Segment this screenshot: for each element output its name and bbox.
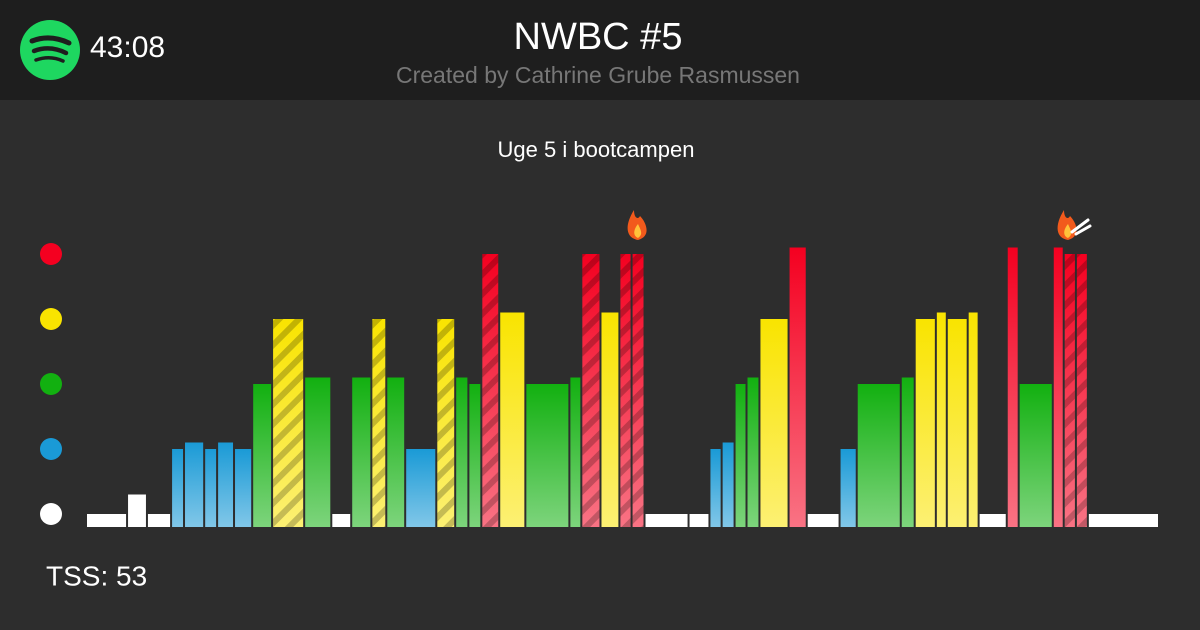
subtitle: Created by Cathrine Grube Rasmussen: [396, 62, 800, 88]
interval-bar: [1053, 247, 1063, 527]
interval-stripes: [1076, 254, 1087, 527]
interval-bar: [979, 514, 1006, 527]
interval-stripes: [632, 254, 644, 527]
interval-bar: [253, 384, 272, 527]
zone-dot: [40, 373, 62, 395]
interval-stripes: [582, 254, 600, 527]
interval-bar: [235, 449, 252, 527]
interval-bar: [722, 442, 734, 527]
zone-dot: [40, 243, 62, 265]
zone-dot: [40, 308, 62, 330]
interval-stripes: [1064, 254, 1075, 527]
interval-bar: [760, 319, 788, 527]
title: NWBC #5: [514, 16, 683, 58]
interval-bar: [747, 377, 759, 527]
interval-bar: [218, 442, 234, 527]
zone-dot: [40, 503, 62, 525]
duration: 43:08: [90, 31, 165, 64]
interval-stripes: [273, 319, 304, 527]
interval-bar: [332, 514, 351, 527]
interval-stripes: [620, 254, 631, 527]
interval-bar: [570, 377, 581, 527]
interval-bar: [87, 514, 127, 527]
interval-bar: [936, 312, 946, 527]
chart-title: Uge 5 i bootcampen: [498, 137, 695, 162]
interval-bar: [469, 384, 481, 527]
interval-bar: [947, 319, 967, 527]
interval-bar: [305, 377, 331, 527]
interval-bar: [735, 384, 746, 527]
interval-bar: [807, 514, 839, 527]
interval-bar: [840, 449, 856, 527]
interval-bar: [689, 514, 709, 527]
interval-bar: [1088, 514, 1158, 527]
tss: TSS: 53: [46, 560, 147, 591]
zone-dot: [40, 438, 62, 460]
interval-stripes: [437, 319, 455, 527]
interval-bar: [526, 384, 569, 527]
interval-stripes: [372, 319, 386, 527]
interval-bar: [645, 514, 688, 527]
interval-bar: [456, 377, 468, 527]
interval-bar: [789, 247, 806, 527]
interval-bar: [387, 377, 405, 527]
interval-stripes: [482, 254, 499, 527]
interval-bar: [406, 449, 436, 527]
interval-bar: [147, 514, 171, 527]
interval-bar: [915, 319, 935, 527]
interval-bar: [185, 442, 204, 527]
interval-bar: [710, 449, 721, 527]
interval-bar: [352, 377, 371, 527]
interval-bar: [172, 449, 184, 527]
interval-bar: [1019, 384, 1052, 527]
fire-icon: [1057, 210, 1092, 240]
interval-bar: [205, 449, 217, 527]
interval-bar: [500, 312, 525, 527]
interval-bar: [968, 312, 978, 527]
spotify-logo[interactable]: [20, 20, 80, 80]
interval-bar: [601, 312, 619, 527]
interval-bar: [1007, 247, 1018, 527]
header-bar: [0, 0, 1200, 100]
interval-bar: [857, 384, 900, 527]
interval-bar: [128, 494, 146, 527]
interval-bar: [901, 377, 914, 527]
fire-icon: [627, 210, 647, 240]
